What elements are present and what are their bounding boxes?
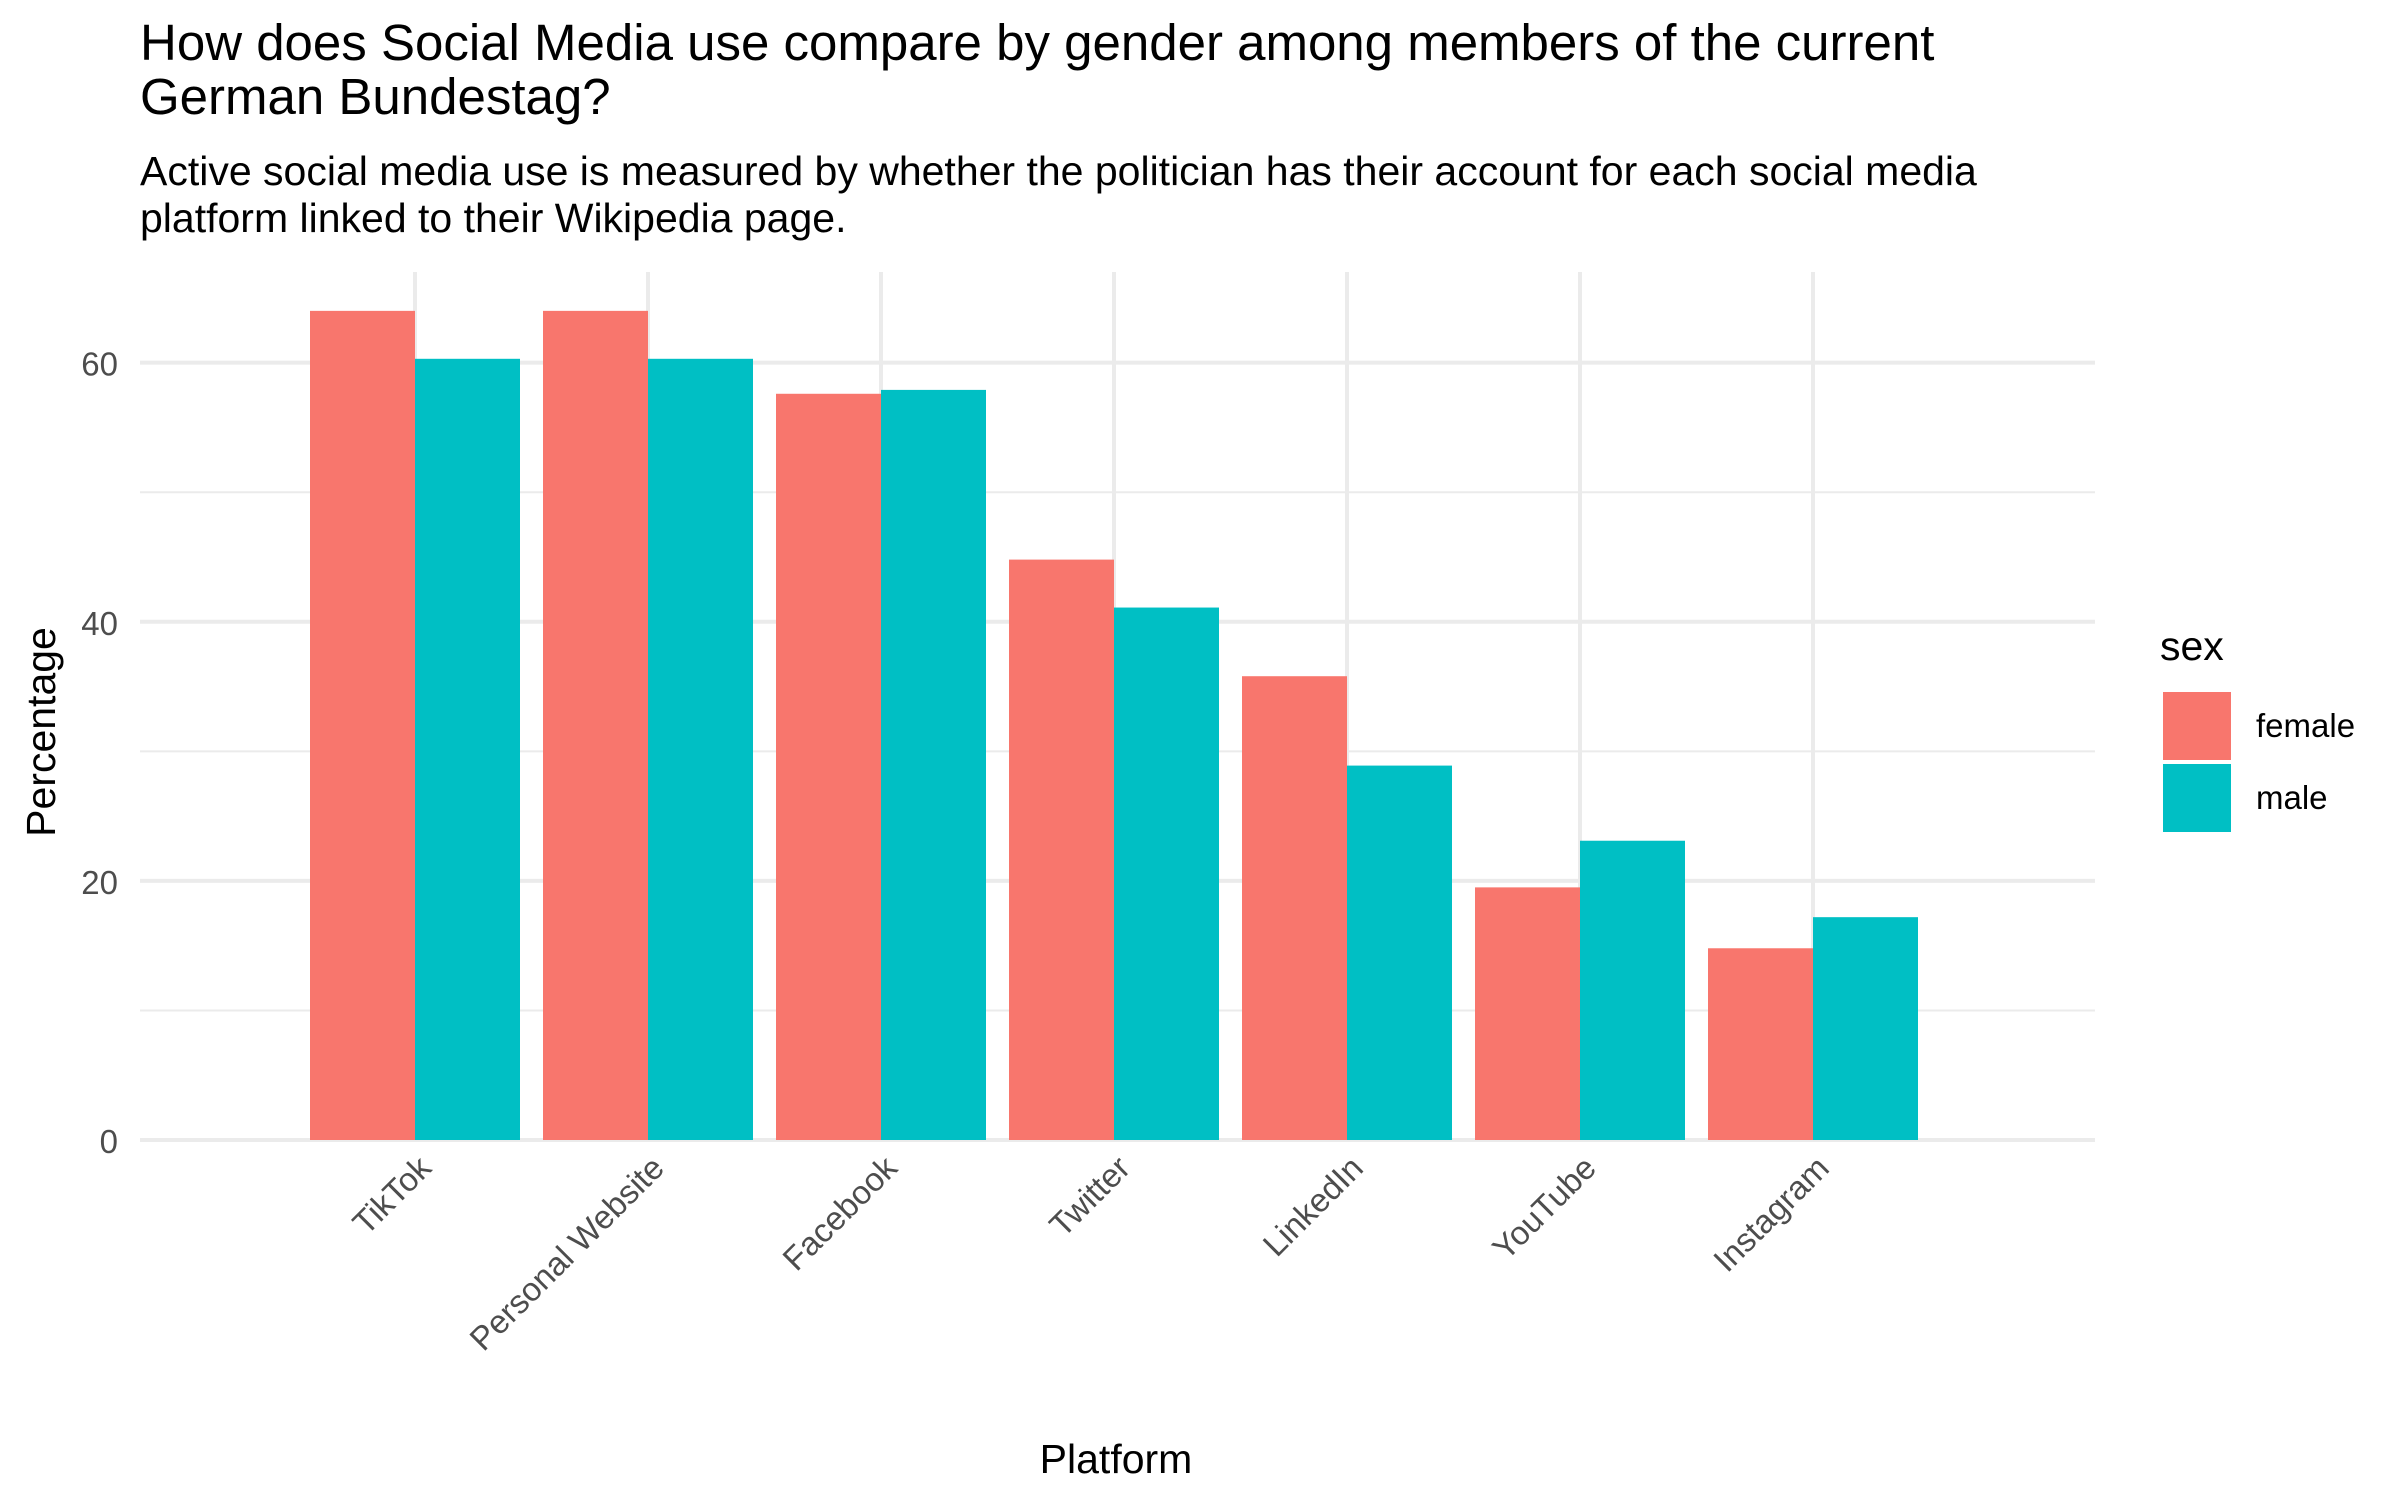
x-tick-label: YouTube bbox=[1485, 1149, 1603, 1267]
x-tick-label: LinkedIn bbox=[1256, 1149, 1370, 1263]
bars bbox=[310, 310, 1918, 1140]
y-axis-ticks: 0 20 40 60 bbox=[81, 346, 118, 1160]
legend: sex female male bbox=[2160, 623, 2355, 832]
x-tick-label: TikTok bbox=[345, 1148, 438, 1241]
bar-male-youtube bbox=[1580, 840, 1685, 1140]
bar-male-personal-website bbox=[648, 358, 753, 1140]
bar-male-instagram bbox=[1813, 917, 1918, 1140]
x-tick-label: Twitter bbox=[1042, 1149, 1137, 1244]
bar-male-tiktok bbox=[415, 358, 520, 1140]
x-axis-ticks: TikTok Personal Website Facebook Twitter Lin… bbox=[345, 1148, 1836, 1357]
legend-label-female: female bbox=[2256, 707, 2355, 744]
bar-male-facebook bbox=[881, 389, 986, 1140]
y-tick-label: 20 bbox=[81, 864, 118, 901]
y-axis-title: Percentage bbox=[18, 627, 64, 837]
legend-label-male: male bbox=[2256, 779, 2328, 816]
chart-subtitle: Active social media use is measured by w… bbox=[140, 148, 1977, 242]
bar-female-personal-website bbox=[543, 310, 648, 1140]
bar-male-twitter bbox=[1114, 607, 1219, 1140]
y-tick-label: 40 bbox=[81, 605, 118, 642]
bar-female-facebook bbox=[776, 393, 881, 1140]
legend-key-female bbox=[2163, 692, 2231, 760]
bar-female-instagram bbox=[1708, 948, 1813, 1140]
legend-key-male bbox=[2163, 764, 2231, 832]
x-axis-title: Platform bbox=[1040, 1436, 1193, 1482]
bar-female-twitter bbox=[1009, 559, 1114, 1140]
y-tick-label: 60 bbox=[81, 346, 118, 383]
x-tick-label: Personal Website bbox=[462, 1149, 671, 1358]
x-tick-label: Facebook bbox=[775, 1148, 904, 1277]
legend-title: sex bbox=[2160, 623, 2224, 669]
y-tick-label: 0 bbox=[100, 1123, 118, 1160]
bar-female-linkedin bbox=[1242, 676, 1347, 1140]
chart-title: How does Social Media use compare by gen… bbox=[140, 14, 1935, 125]
bar-male-linkedin bbox=[1347, 765, 1452, 1140]
bar-female-youtube bbox=[1475, 887, 1580, 1140]
bar-female-tiktok bbox=[310, 310, 415, 1140]
x-tick-label: Instagram bbox=[1706, 1149, 1836, 1279]
